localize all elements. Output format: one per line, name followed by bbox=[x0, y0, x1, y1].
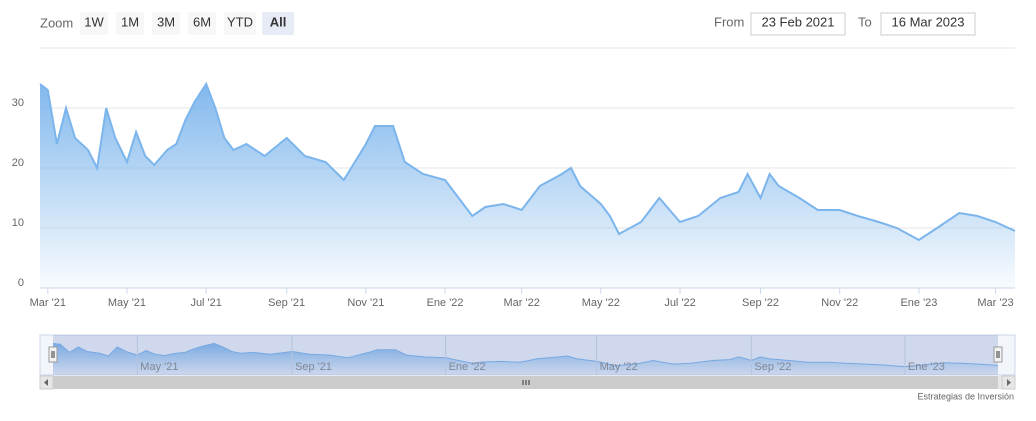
x-tick-label: Ene '23 bbox=[900, 297, 937, 309]
zoom-button[interactable]: All bbox=[262, 12, 294, 35]
button-bg[interactable] bbox=[116, 12, 144, 35]
navigator-label: Sep '22 bbox=[754, 361, 791, 373]
credit[interactable]: Estrategias de Inversión bbox=[917, 391, 1014, 401]
button-label[interactable]: 1W bbox=[84, 14, 104, 29]
y-tick-label: 10 bbox=[12, 217, 24, 229]
arrow-left bbox=[44, 379, 48, 386]
button-label[interactable]: All bbox=[270, 14, 287, 29]
x-tick-label: Nov '22 bbox=[821, 297, 858, 309]
area-fill bbox=[40, 84, 1015, 288]
zoom-button[interactable]: 1W bbox=[80, 12, 108, 35]
x-tick-label: Mar '23 bbox=[977, 297, 1013, 309]
from-label: From bbox=[714, 14, 744, 29]
x-tick-label: Nov '21 bbox=[347, 297, 384, 309]
range-selector: Zoom From 23 Feb 2021 To 16 Mar 2023 1W 1… bbox=[40, 12, 976, 36]
x-tick-label: May '22 bbox=[582, 297, 620, 309]
navigator-label: Ene '22 bbox=[449, 361, 486, 373]
from-date[interactable]: 23 Feb 2021 bbox=[761, 14, 834, 29]
zoom-button[interactable]: 1M bbox=[116, 12, 144, 35]
button-label[interactable]: 1M bbox=[121, 14, 139, 29]
zoom-button[interactable]: YTD bbox=[224, 12, 256, 35]
to-date[interactable]: 16 Mar 2023 bbox=[892, 14, 965, 29]
to-label: To bbox=[858, 14, 872, 29]
from-input[interactable] bbox=[750, 12, 846, 36]
button-label[interactable]: YTD bbox=[227, 14, 253, 29]
x-tick-label: Mar '22 bbox=[503, 297, 539, 309]
navigator-label: Ene '23 bbox=[908, 361, 945, 373]
navigator-label: May '22 bbox=[600, 361, 638, 373]
zoom-label: Zoom bbox=[40, 15, 73, 30]
button-label[interactable]: 3M bbox=[157, 14, 175, 29]
area-line bbox=[52, 342, 999, 368]
x-tick-label: Mar '21 bbox=[30, 297, 66, 309]
button-bg[interactable] bbox=[152, 12, 180, 35]
y-tick-label: 20 bbox=[12, 157, 24, 169]
handle-grip bbox=[996, 351, 1000, 358]
y-tick-label: 30 bbox=[12, 97, 24, 109]
y-tick-label: 0 bbox=[18, 277, 24, 289]
x-tick-label: Sep '21 bbox=[268, 297, 305, 309]
x-tick-label: Jul '21 bbox=[190, 297, 221, 309]
zoom-button[interactable]: 3M bbox=[152, 12, 180, 35]
button-bg[interactable] bbox=[188, 12, 216, 35]
area-line bbox=[39, 81, 1016, 242]
x-tick-label: Sep '22 bbox=[742, 297, 779, 309]
button-label[interactable]: 6M bbox=[193, 14, 211, 29]
navigator-label: May '21 bbox=[140, 361, 178, 373]
zoom-button[interactable]: 6M bbox=[188, 12, 216, 35]
navigator-label: Sep '21 bbox=[295, 361, 332, 373]
scroll-grip bbox=[522, 380, 530, 385]
navigator-handle[interactable] bbox=[48, 346, 58, 363]
button-bg[interactable] bbox=[80, 12, 108, 35]
x-tick-label: May '21 bbox=[108, 297, 146, 309]
to-input[interactable] bbox=[880, 12, 976, 36]
x-tick-label: Ene '22 bbox=[427, 297, 464, 309]
arrow-right bbox=[1007, 379, 1011, 386]
handle-grip bbox=[51, 351, 55, 358]
navigator-handle[interactable] bbox=[993, 346, 1003, 363]
button-bg[interactable] bbox=[224, 12, 256, 35]
area-fill bbox=[53, 343, 998, 374]
button-bg[interactable] bbox=[262, 12, 294, 35]
navigator-mask[interactable] bbox=[53, 335, 998, 375]
x-tick-label: Jul '22 bbox=[664, 297, 695, 309]
